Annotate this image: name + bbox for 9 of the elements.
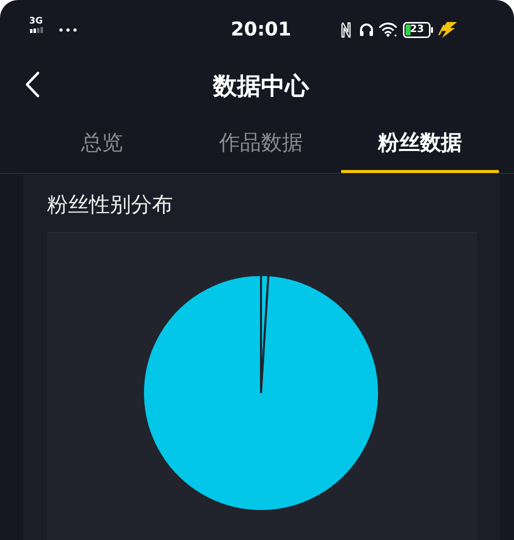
text: 数据中心: [213, 72, 309, 100]
text: 20:01: [230, 18, 292, 40]
text: 23: [410, 24, 424, 35]
text: 作品数据: [219, 130, 303, 154]
chart-title: 粉丝性别分布: [47, 192, 173, 216]
pie-slice: [142, 274, 380, 512]
text: 总览: [81, 130, 123, 154]
text: 粉丝数据: [378, 130, 462, 154]
text: 3G: [29, 16, 43, 26]
